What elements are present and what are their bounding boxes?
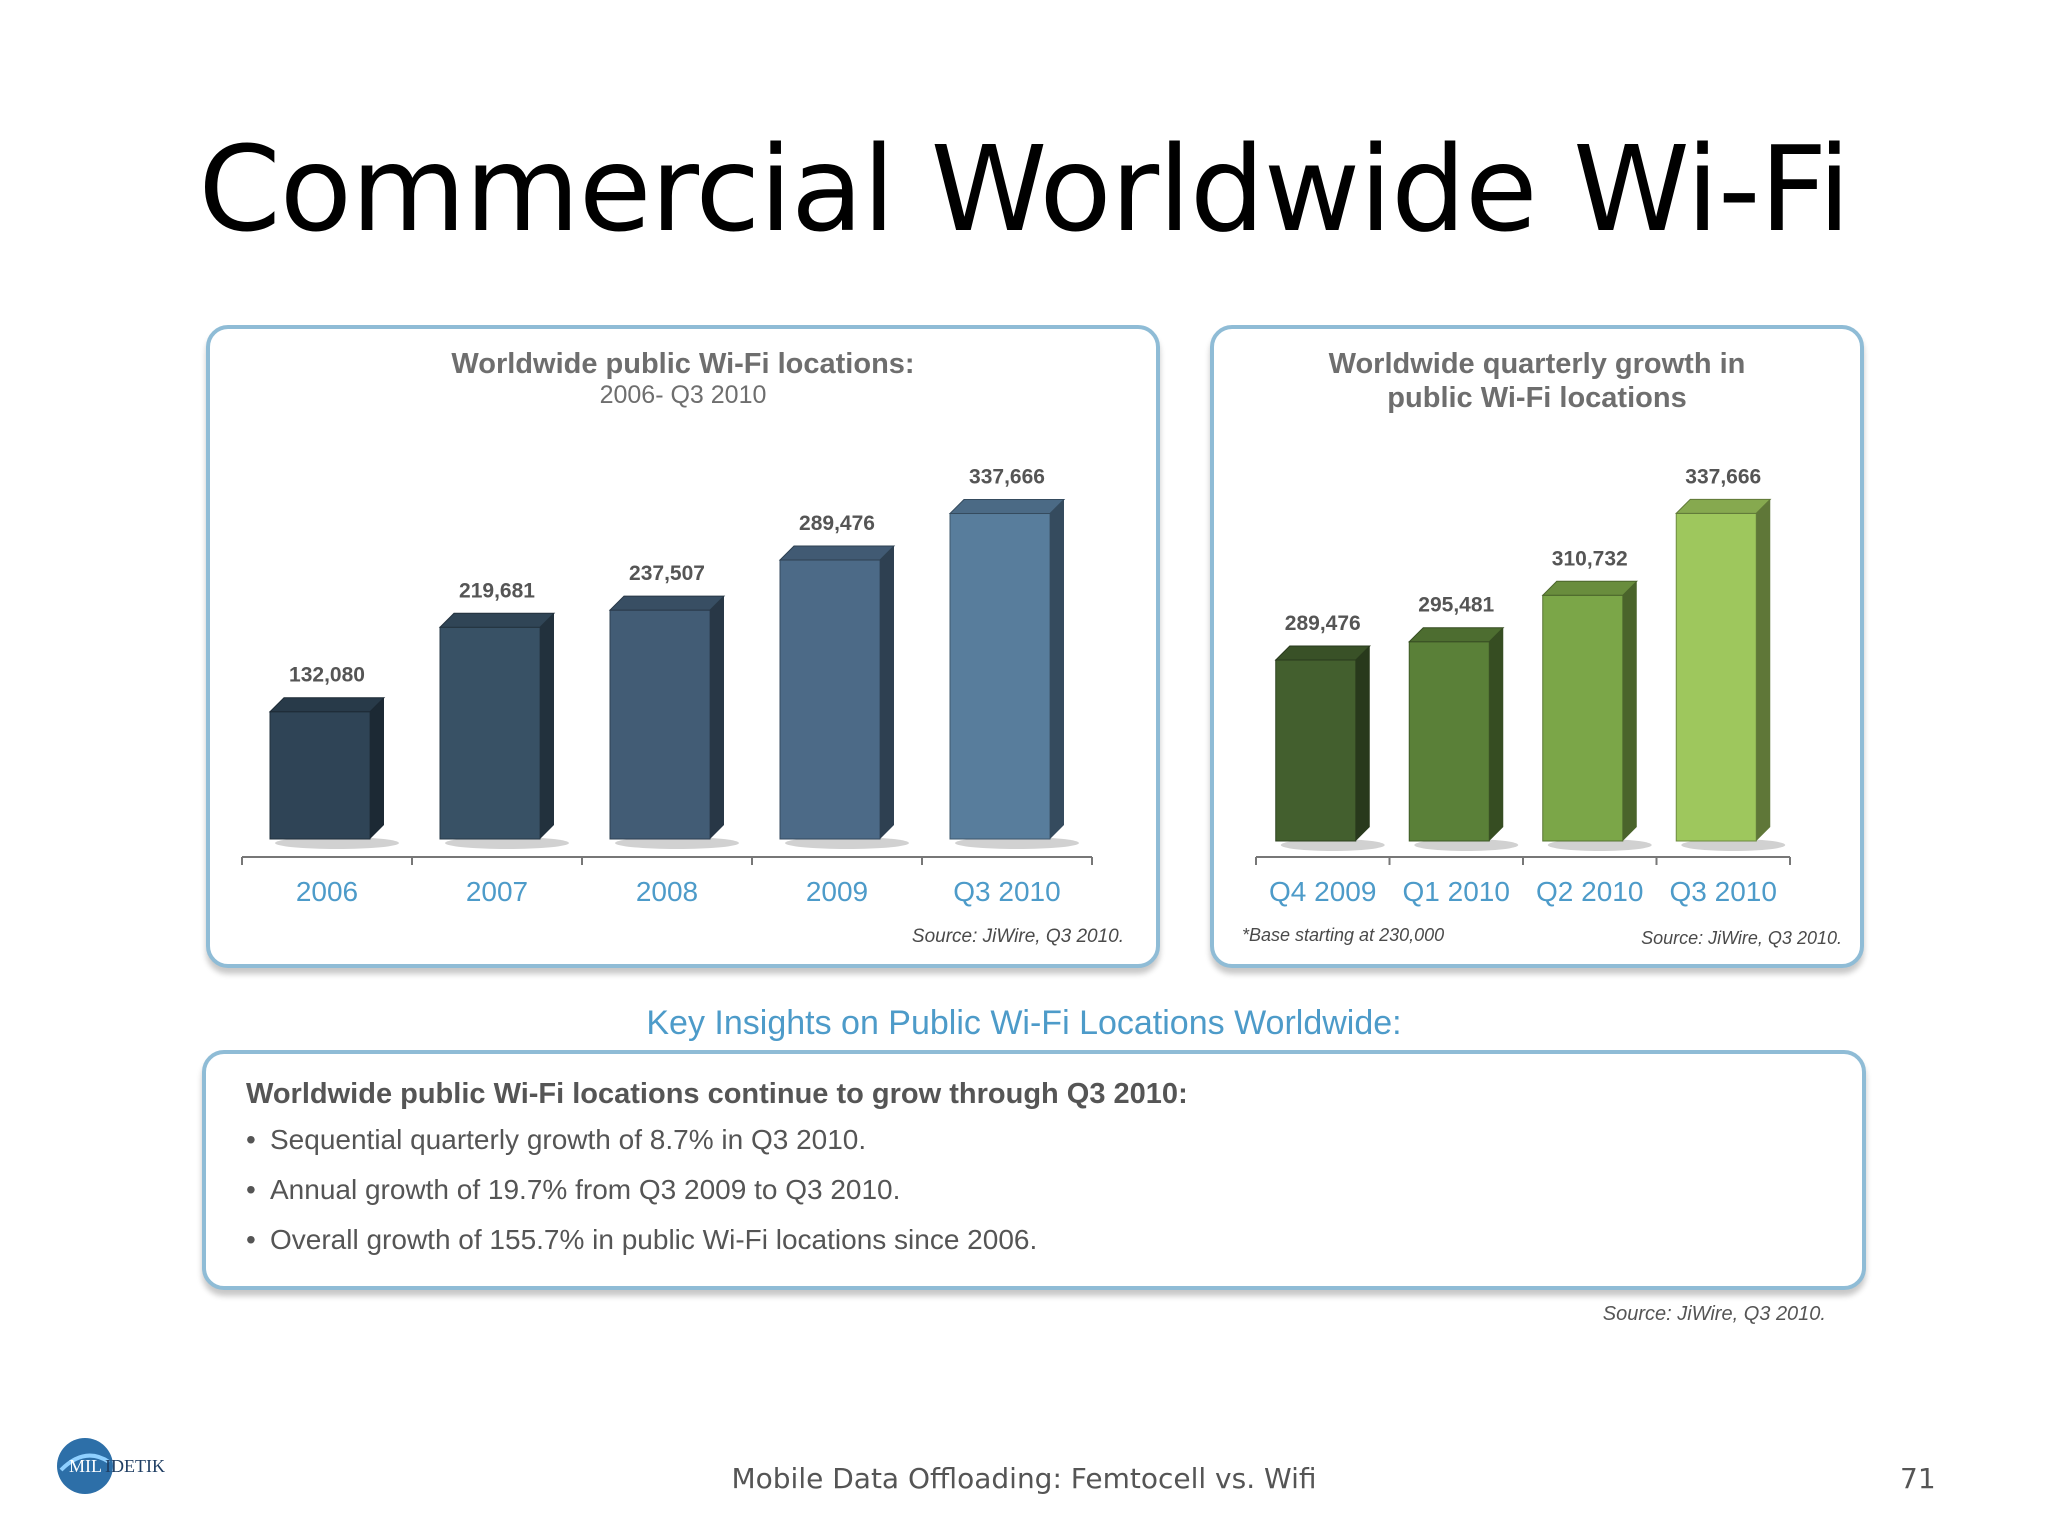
bar-shadow (615, 837, 739, 849)
insights-lead: Worldwide public Wi-Fi locations continu… (246, 1078, 1188, 1110)
insight-text: Overall growth of 155.7% in public Wi-Fi… (270, 1224, 1038, 1255)
bar-side-face (1050, 499, 1064, 839)
bar-shadow (1414, 839, 1519, 851)
insight-bullet: • Sequential quarterly growth of 8.7% in … (246, 1124, 867, 1155)
data-label: 295,481 (1418, 594, 1494, 617)
category-label: Q4 2009 (1269, 876, 1376, 907)
bar-shadow (785, 837, 909, 849)
bar-top-face (948, 499, 1066, 515)
category-label: 2009 (806, 876, 868, 907)
bar-side-face (880, 545, 894, 839)
bar (1275, 659, 1357, 842)
bar-top-face (1408, 627, 1505, 643)
annual-bar-chart: 132,080 2006 219,681 2007 237,507 2008 289,476… (241, 466, 1093, 907)
logo-text-rest: IDETIK (105, 1456, 165, 1476)
footer-text: Mobile Data Offloading: Femtocell vs. Wi… (731, 1462, 1317, 1495)
page-source-note: Source: JiWire, Q3 2010. (1602, 1303, 1826, 1325)
bar (609, 609, 711, 840)
bar-shadow (1547, 839, 1652, 851)
bar-shadow (1681, 839, 1786, 851)
bar-2008 (608, 595, 739, 849)
insights-heading: Key Insights on Public Wi-Fi Locations W… (646, 1004, 1402, 1042)
category-label: 2008 (636, 876, 698, 907)
bar-shadow (1280, 839, 1385, 851)
bar-q2-2010 (1541, 580, 1652, 851)
bar-2007 (438, 612, 569, 849)
miliDetik-logo: MIL IDETIK (57, 1438, 165, 1494)
category-label: 2007 (466, 876, 528, 907)
insight-bullet: • Annual growth of 19.7% from Q3 2009 to … (246, 1174, 901, 1205)
bar-top-face (1675, 498, 1772, 514)
bar-top-face (1274, 645, 1371, 661)
bar-top-face (608, 595, 726, 611)
bar-side-face (370, 697, 384, 839)
bar-q3-2010 (948, 499, 1079, 849)
bar (1408, 641, 1490, 842)
slide-title: Commercial Worldwide Wi-Fi (198, 120, 1850, 258)
category-label: Q3 2010 (1670, 876, 1777, 907)
quarterly-bar-chart: 289,476 Q4 2009 295,481 Q1 2010 310,732 Q2 20… (1255, 465, 1791, 907)
bar (779, 559, 881, 840)
bar-2006 (268, 697, 399, 849)
annual-locations-chart-panel: Worldwide public Wi-Fi locations: 2006- … (206, 325, 1160, 968)
bar-shadow (275, 837, 399, 849)
bar-top-face (268, 697, 386, 713)
chart-source: Source: JiWire, Q3 2010. (1641, 928, 1842, 948)
bar-side-face (1622, 581, 1637, 841)
bar (1675, 512, 1757, 842)
bar (1542, 594, 1624, 842)
bar-shadow (955, 837, 1079, 849)
bar-side-face (1355, 645, 1370, 841)
chart-footnote: *Base starting at 230,000 (1242, 925, 1445, 945)
data-label: 132,080 (289, 664, 365, 687)
logo-text-part: MIL (69, 1456, 102, 1476)
category-label: Q1 2010 (1403, 876, 1510, 907)
chart-title: Worldwide public Wi-Fi locations: (451, 348, 915, 380)
bar (439, 626, 541, 840)
data-label: 289,476 (1285, 612, 1361, 635)
bar-q4-2009 (1274, 645, 1385, 851)
bar (949, 513, 1051, 840)
data-label: 237,507 (629, 562, 705, 585)
quarterly-growth-chart-panel: Worldwide quarterly growth in public Wi-… (1210, 325, 1864, 968)
category-label: Q3 2010 (953, 876, 1060, 907)
bar-side-face (710, 596, 724, 839)
data-label: 219,681 (459, 579, 535, 602)
bar-shadow (445, 837, 569, 849)
bar-q3-2010 (1675, 498, 1786, 851)
category-label: 2006 (296, 876, 358, 907)
bar-top-face (778, 545, 896, 561)
bar-side-face (1756, 499, 1771, 841)
bar-side-face (540, 613, 554, 839)
data-label: 337,666 (969, 466, 1045, 489)
insight-bullet: • Overall growth of 155.7% in public Wi-F… (246, 1224, 1038, 1255)
category-label: Q2 2010 (1536, 876, 1643, 907)
insights-panel: Worldwide public Wi-Fi locations continu… (202, 1050, 1866, 1290)
chart-source: Source: JiWire, Q3 2010. (911, 926, 1124, 947)
bar-top-face (1541, 580, 1638, 596)
bar-top-face (438, 612, 556, 628)
insight-text: Sequential quarterly growth of 8.7% in Q… (270, 1124, 867, 1155)
bar (269, 711, 371, 840)
logo-globe-icon (57, 1438, 113, 1494)
data-label: 289,476 (799, 512, 875, 535)
bar-q1-2010 (1408, 627, 1519, 851)
chart-title: Worldwide quarterly growth in public Wi-… (1328, 348, 1746, 414)
insight-text: Annual growth of 19.7% from Q3 2009 to Q… (270, 1174, 901, 1205)
data-label: 337,666 (1685, 465, 1761, 488)
bar-side-face (1489, 627, 1504, 841)
bar-2009 (778, 545, 909, 849)
data-label: 310,732 (1552, 547, 1628, 570)
page-number: 71 (1900, 1462, 1936, 1495)
chart-subtitle: 2006- Q3 2010 (599, 381, 767, 409)
